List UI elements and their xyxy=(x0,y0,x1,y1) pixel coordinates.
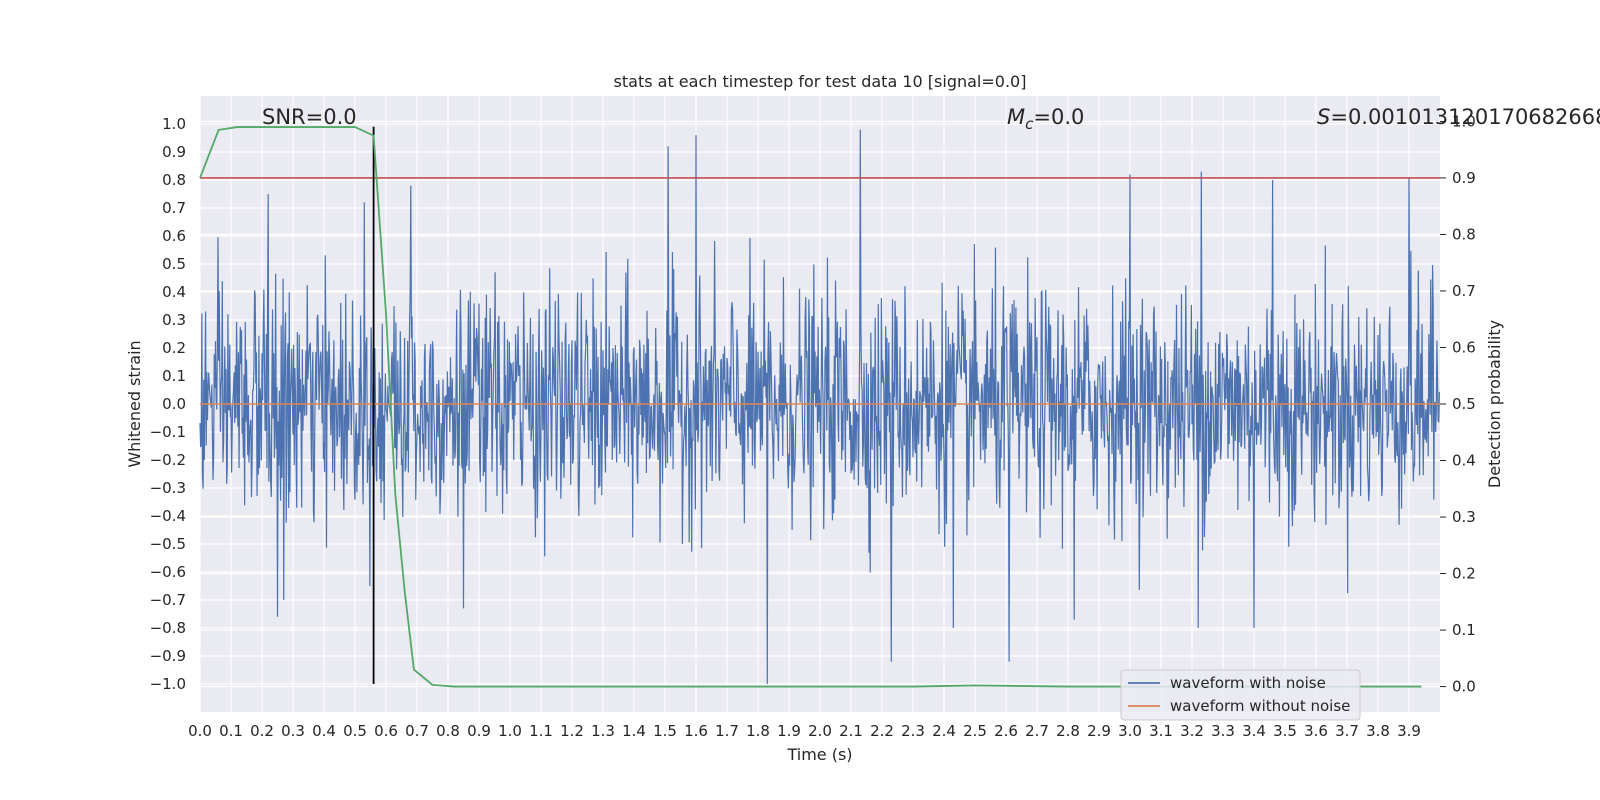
x-tick-label: 2.0 xyxy=(808,722,832,740)
s-annotation: S=0.0010131201706826687 xyxy=(1317,105,1600,129)
y2-tick-label: 0.1 xyxy=(1452,621,1476,639)
series-waveform-with-noise xyxy=(199,129,1440,685)
x-tick-label: 2.4 xyxy=(932,722,956,740)
mc-value: =0.0 xyxy=(1033,105,1084,129)
y2-tick-label: 0.3 xyxy=(1452,508,1476,526)
s-value: =0.0010131201706826687 xyxy=(1330,105,1600,129)
x-tick-label: 3.9 xyxy=(1397,722,1421,740)
legend-box xyxy=(1120,669,1361,721)
y2-tick-label: 0.4 xyxy=(1452,452,1476,470)
x-tick-label: 2.1 xyxy=(839,722,863,740)
y2-tick-label: 0.9 xyxy=(1452,169,1476,187)
snr-annotation: SNR=0.0 xyxy=(262,105,357,129)
x-tick-label: 3.5 xyxy=(1273,722,1297,740)
y-tick-label: 0.2 xyxy=(162,339,186,357)
x-tick-label: 1.4 xyxy=(622,722,646,740)
x-tick-label: 2.6 xyxy=(994,722,1018,740)
y-tick-label: −1.0 xyxy=(150,675,186,693)
y2-tick-label: 0.8 xyxy=(1452,225,1476,243)
y-tick-label: 1.0 xyxy=(162,115,186,133)
y-axis-ticks: 1.0 0.9 0.8 0.7 0.6 0.5 0.4 0.3 0.2 0.1 0.0 −0.1 −0.… xyxy=(150,115,186,693)
x-tick-label: 0.3 xyxy=(281,722,305,740)
y-tick-label: −0.4 xyxy=(150,507,186,525)
y-tick-label: −0.8 xyxy=(150,619,186,637)
y-tick-label: −0.3 xyxy=(150,479,186,497)
x-tick-label: 1.0 xyxy=(498,722,522,740)
y-tick-label: 0.0 xyxy=(162,395,186,413)
mc-subscript: c xyxy=(1025,115,1034,133)
y-tick-label: 0.5 xyxy=(162,255,186,273)
x-tick-label: 0.7 xyxy=(405,722,429,740)
x-tick-label: 2.3 xyxy=(901,722,925,740)
chart-title: stats at each timestep for test data 10 … xyxy=(614,72,1027,91)
y2-tick-label: 0.2 xyxy=(1452,565,1476,583)
series-detection-probability xyxy=(199,126,1422,688)
y2-axis-label: Detection probability xyxy=(1485,320,1504,488)
y2-tick-label: 0.6 xyxy=(1452,338,1476,356)
x-tick-label: 0.6 xyxy=(374,722,398,740)
y-tick-label: 0.3 xyxy=(162,311,186,329)
x-tick-label: 1.9 xyxy=(777,722,801,740)
y-tick-label: −0.1 xyxy=(150,423,186,441)
x-tick-label: 0.2 xyxy=(250,722,274,740)
x-tick-label: 3.1 xyxy=(1149,722,1173,740)
y2-tick-label: 0.7 xyxy=(1452,282,1476,300)
y-tick-label: −0.2 xyxy=(150,451,186,469)
x-tick-label: 3.4 xyxy=(1242,722,1266,740)
x-axis-ticks: 0.0 0.1 0.2 0.3 0.4 0.5 0.6 0.7 0.8 0.9 1.0 1.1 1.2 1… xyxy=(188,722,1421,740)
y-tick-label: 0.7 xyxy=(162,199,186,217)
y-tick-label: −0.6 xyxy=(150,563,186,581)
legend: waveform with noise waveform without noi… xyxy=(1120,669,1361,721)
x-tick-label: 0.0 xyxy=(188,722,212,740)
x-tick-label: 1.5 xyxy=(653,722,677,740)
x-tick-label: 0.9 xyxy=(467,722,491,740)
x-tick-label: 1.7 xyxy=(715,722,739,740)
x-tick-label: 1.2 xyxy=(560,722,584,740)
x-tick-label: 1.3 xyxy=(591,722,615,740)
y2-axis-ticks: 1.0 0.9 0.8 0.7 0.6 0.5 0.4 0.3 0.2 0.1 0.0 xyxy=(1440,112,1476,696)
legend-label-waveform-with-noise: waveform with noise xyxy=(1170,674,1326,692)
y-tick-label: 0.8 xyxy=(162,171,186,189)
x-tick-label: 3.8 xyxy=(1366,722,1390,740)
waveform-with-noise-path xyxy=(199,129,1440,685)
y2-tick-label: 1.0 xyxy=(1452,112,1476,130)
y-tick-label: 0.6 xyxy=(162,227,186,245)
x-tick-label: 2.2 xyxy=(870,722,894,740)
y-axis-label: Whitened strain xyxy=(125,340,144,467)
x-tick-label: 2.9 xyxy=(1087,722,1111,740)
x-axis-label: Time (s) xyxy=(786,745,852,764)
y-tick-label: −0.7 xyxy=(150,591,186,609)
x-tick-label: 1.1 xyxy=(529,722,553,740)
legend-label-waveform-without-noise: waveform without noise xyxy=(1170,697,1350,715)
y-tick-label: 0.4 xyxy=(162,283,186,301)
x-tick-label: 2.7 xyxy=(1025,722,1049,740)
x-tick-label: 2.8 xyxy=(1056,722,1080,740)
x-tick-label: 0.8 xyxy=(436,722,460,740)
x-tick-label: 3.6 xyxy=(1304,722,1328,740)
x-tick-label: 0.5 xyxy=(343,722,367,740)
x-tick-label: 3.2 xyxy=(1180,722,1204,740)
y-tick-label: −0.5 xyxy=(150,535,186,553)
y-tick-label: −0.9 xyxy=(150,647,186,665)
x-tick-label: 1.8 xyxy=(746,722,770,740)
x-tick-label: 1.6 xyxy=(684,722,708,740)
x-tick-label: 2.5 xyxy=(963,722,987,740)
mc-annotation: Mc=0.0 xyxy=(1007,105,1084,133)
y2-tick-label: 0.5 xyxy=(1452,395,1476,413)
y-tick-label: 0.1 xyxy=(162,367,186,385)
y-tick-label: 0.9 xyxy=(162,143,186,161)
mc-symbol: M xyxy=(1007,105,1025,129)
y2-tick-label: 0.0 xyxy=(1452,678,1476,696)
s-symbol: S xyxy=(1317,105,1330,129)
x-tick-label: 3.3 xyxy=(1211,722,1235,740)
x-tick-label: 3.7 xyxy=(1335,722,1359,740)
x-tick-label: 3.0 xyxy=(1118,722,1142,740)
x-tick-label: 0.1 xyxy=(219,722,243,740)
x-tick-label: 0.4 xyxy=(312,722,336,740)
